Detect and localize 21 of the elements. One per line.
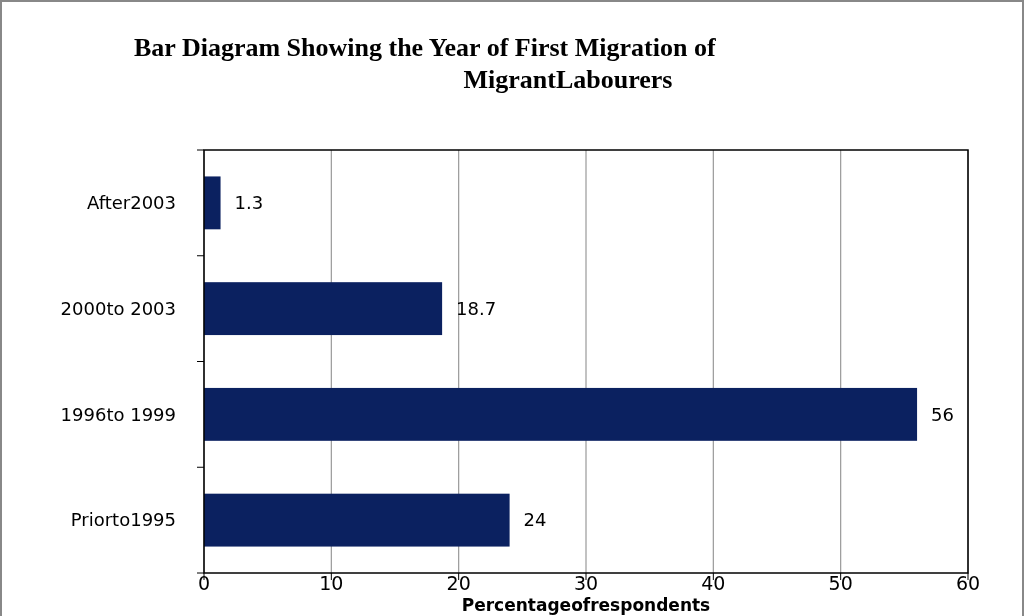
y-tick-label: After2003 [86, 192, 176, 214]
y-tick-label: 2000to 2003 [60, 297, 176, 319]
x-tick-label: 60 [955, 572, 981, 594]
data-label: 56 [931, 403, 954, 425]
data-label: 18.7 [456, 297, 497, 319]
data-label: 24 [523, 509, 547, 531]
x-axis-title: Percentageofrespondents [461, 595, 711, 615]
y-tick-label: 1996to 1999 [60, 403, 176, 425]
bar [204, 282, 443, 336]
y-tick-label: Priorto1995 [70, 509, 176, 531]
bar [204, 176, 221, 230]
data-label: 1.3 [234, 192, 264, 214]
x-tick-label: 30 [573, 572, 599, 594]
bar [204, 493, 510, 547]
x-tick-label: 50 [828, 572, 853, 594]
x-tick-label: 40 [701, 572, 726, 594]
x-tick-label: 10 [319, 572, 344, 594]
x-tick-label: 20 [446, 572, 471, 594]
bar [204, 387, 918, 441]
chart-title: Bar Diagram Showing the Year of First Migration of MigrantLabourers [134, 33, 716, 94]
x-tick-label: 0 [197, 572, 211, 594]
